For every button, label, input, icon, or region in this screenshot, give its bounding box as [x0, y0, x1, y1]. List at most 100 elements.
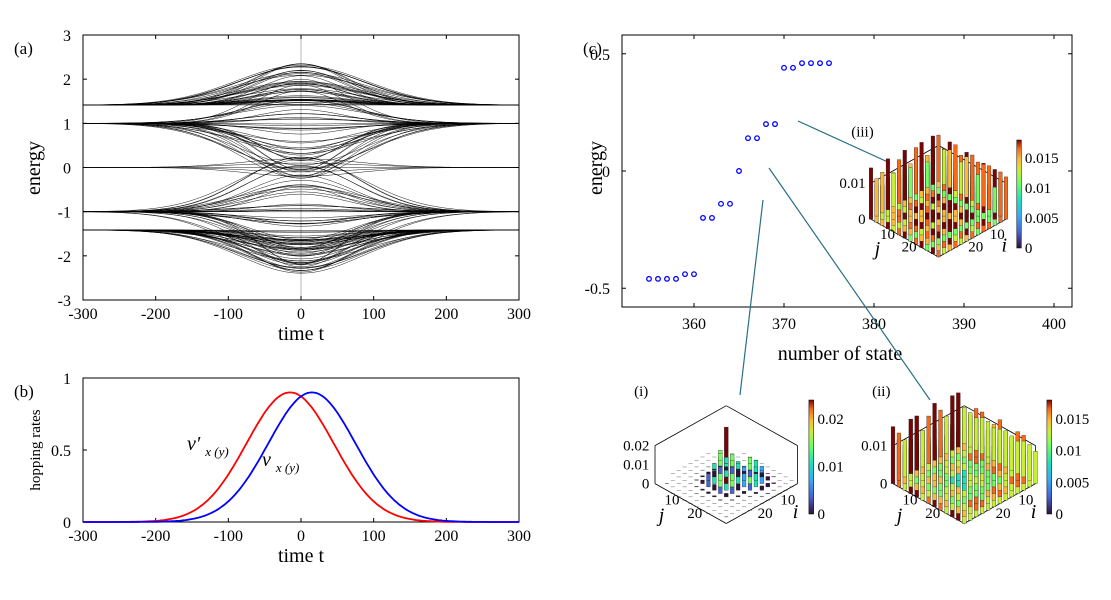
inset-bar: [1027, 444, 1032, 481]
chart-b-xtick-label: -300: [68, 528, 97, 545]
energy-level-line: [83, 66, 519, 106]
inset-bar: [987, 165, 992, 210]
inset-bar: [897, 159, 902, 204]
chart-a-xtick-label: 0: [297, 306, 305, 323]
energy-level-line: [83, 123, 519, 131]
chart-c-ytick-label: -0.5: [585, 281, 610, 298]
energy-level-line: [83, 156, 519, 212]
chart-b-xlabel: time t: [278, 545, 325, 567]
energy-level-line: [83, 229, 519, 250]
energy-level-line: [83, 123, 519, 170]
chart-a-xtick-label: -200: [141, 306, 170, 323]
inset-itick-label: 10: [990, 227, 1005, 243]
inset-colorbar-label: 0.01: [1025, 181, 1051, 197]
inset-bar: [968, 412, 973, 448]
inset-bar: [1003, 430, 1008, 468]
chart-c-points: [646, 60, 832, 282]
inset-bar: [700, 479, 705, 484]
inset-ztick-label: 0: [858, 212, 866, 228]
inset-bar: [959, 161, 963, 195]
inset-jtick-label: 10: [903, 493, 918, 509]
inset-colorbar-label: 0: [817, 507, 825, 523]
chart-b-xtick-label: 300: [507, 528, 531, 545]
inset-bar: [724, 466, 729, 471]
inset-colorbar: [808, 399, 814, 515]
state-point: [817, 60, 823, 67]
connector-iii: [797, 120, 891, 164]
inset-bar: [902, 150, 907, 201]
inset-bar: [736, 495, 741, 498]
inset-bar: [1009, 435, 1014, 471]
chart-b-xtick-label: -100: [214, 528, 243, 545]
chart-c-xtick-label: 400: [1042, 316, 1066, 333]
energy-level-line: [82, 205, 520, 212]
inset-jtick-label: 10: [665, 493, 680, 509]
annotation-v-prime: v′ x (y): [187, 433, 229, 459]
inset-bar: [753, 492, 758, 494]
chart-c-ytick-label: 0.5: [590, 47, 610, 64]
inset-edge: [654, 405, 727, 446]
energy-level-line: [83, 123, 519, 159]
inset-bar: [947, 149, 952, 188]
inset-ztick-label: 0: [880, 477, 888, 493]
chart-a-ticks: -300 -200 -100 0 100 200 300 3 2 1 0 -1 -2 -3: [58, 28, 531, 323]
inset-bar: [891, 172, 896, 207]
chart-a-ytick-label: 1: [63, 116, 71, 133]
inset-bar: [700, 475, 705, 478]
inset-bar: [718, 465, 723, 474]
chart-a-xtick-label: 200: [434, 306, 458, 323]
inset-colorbar-label: 0.005: [1025, 211, 1059, 227]
chart-b-ylabel: hopping rates: [28, 409, 44, 490]
energy-level-line: [83, 211, 519, 265]
energy-level-line: [83, 65, 519, 106]
inset-bar: [759, 485, 764, 491]
state-point: [799, 60, 805, 67]
inset-bar: [942, 149, 947, 185]
inset-bar: [944, 415, 949, 454]
inset-bar: [736, 483, 741, 491]
energy-level-line: [83, 82, 519, 106]
inset-j-label: j: [656, 505, 665, 527]
inset-bar: [712, 471, 717, 478]
inset-itick-label: 20: [758, 506, 773, 522]
inset-bar: [956, 392, 961, 448]
chart-b-frame: [82, 377, 520, 523]
inset-bar: [974, 417, 979, 451]
inset-bar: [730, 466, 735, 474]
inset-label: (iii): [851, 124, 874, 140]
inset-bar: [970, 154, 975, 201]
inset-bar: [964, 156, 969, 198]
chart-c-frame: [621, 34, 1073, 308]
state-point: [709, 214, 715, 221]
chart-c-xtick-label: 370: [772, 316, 796, 333]
inset-bar: [998, 171, 1003, 217]
energy-level-line: [83, 229, 519, 256]
inset-bar: [706, 491, 711, 494]
energy-level-line: [83, 123, 519, 176]
energy-level-line: [83, 165, 519, 212]
inset-bar: [896, 432, 901, 481]
energy-level-line: [83, 158, 519, 168]
inset-bar: [706, 473, 711, 481]
series-v-prime: [83, 391, 519, 523]
inset-colorbar-label: 0.015: [1025, 151, 1059, 167]
inset-bar: [759, 472, 764, 478]
inset-bar: [869, 167, 873, 220]
chart-a-xtick-label: -100: [214, 306, 243, 323]
chart-a-xtick-label: 300: [507, 306, 531, 323]
energy-level-line: [83, 123, 519, 179]
inset-itick-label: 10: [780, 493, 795, 509]
state-point: [781, 64, 787, 71]
inset-bar: [932, 403, 937, 461]
state-point: [772, 121, 778, 128]
inset-bar: [926, 415, 931, 464]
energy-level-line: [82, 123, 520, 171]
inset-bar: [975, 174, 980, 204]
chart-c-xlabel: number of state: [778, 343, 903, 365]
chart-c-ytick-label: 0: [602, 164, 610, 181]
chart-a-ytick-label: 0: [63, 161, 71, 178]
inset-j-label: j: [872, 238, 881, 260]
